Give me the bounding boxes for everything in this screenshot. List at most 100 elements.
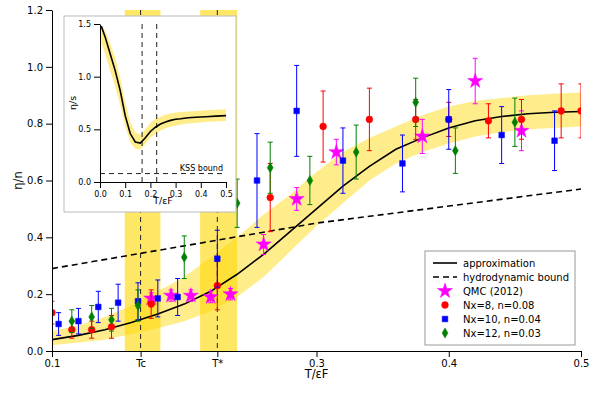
error-bar bbox=[499, 107, 504, 164]
error-bar-cap bbox=[499, 163, 504, 164]
y-tick: 1.2 bbox=[27, 5, 52, 16]
x-tick-label: 0.0 bbox=[94, 190, 107, 199]
error-bar-cap bbox=[552, 170, 557, 171]
vertical-line bbox=[142, 24, 143, 182]
data-point bbox=[267, 163, 273, 173]
error-bar bbox=[215, 230, 220, 287]
data-point bbox=[69, 316, 75, 326]
error-bar bbox=[76, 308, 81, 334]
y-tick: 1.5 bbox=[78, 20, 100, 29]
data-point bbox=[183, 288, 198, 302]
x-tick-mark bbox=[100, 182, 101, 188]
error-bar-cap bbox=[268, 142, 273, 143]
y-axis-line bbox=[52, 11, 53, 352]
error-bar-cap bbox=[215, 287, 220, 288]
error-bar-cap bbox=[116, 321, 121, 322]
legend-item: Nx=8, n=0.08 bbox=[442, 300, 535, 311]
error-bar-cap bbox=[135, 282, 140, 283]
legend-swatch bbox=[442, 328, 448, 338]
error-bar-cap bbox=[413, 139, 418, 140]
error-bar-cap bbox=[367, 88, 372, 89]
data-point bbox=[181, 252, 187, 262]
error-bar-cap bbox=[235, 227, 240, 228]
y-axis: 0.00.51.01.5 bbox=[78, 20, 100, 187]
error-bar-cap bbox=[109, 331, 114, 332]
y-axis-line bbox=[100, 25, 101, 183]
x-tick: 0.4 bbox=[195, 182, 208, 199]
y-axis: 0.00.20.40.60.81.01.2 bbox=[27, 5, 52, 357]
legend-label: Nx=8, n=0.08 bbox=[463, 300, 534, 311]
y-tick-mark bbox=[46, 67, 52, 68]
error-bar-cap bbox=[268, 231, 273, 232]
data-point bbox=[499, 132, 505, 138]
error-bar-cap bbox=[294, 65, 299, 66]
error-bar-cap bbox=[109, 338, 114, 339]
error-bar-cap bbox=[109, 308, 114, 309]
error-bar-cap bbox=[519, 150, 524, 151]
error-bar-cap bbox=[182, 235, 187, 236]
error-bar-cap bbox=[89, 338, 94, 339]
data-point bbox=[320, 123, 327, 130]
y-tick: 0.8 bbox=[27, 118, 52, 129]
series-line bbox=[101, 26, 226, 143]
legend-item: Nx=10, n=0.04 bbox=[442, 314, 541, 325]
error-bar-cap bbox=[473, 58, 478, 59]
data-point bbox=[307, 175, 313, 185]
legend-box bbox=[425, 251, 575, 345]
error-bar-cap bbox=[69, 338, 74, 339]
error-bar bbox=[559, 84, 564, 138]
error-bar bbox=[453, 128, 458, 173]
x-tick-label: 0.1 bbox=[119, 190, 132, 199]
chart-svg: 0.1TcT*0.30.40.50.00.20.40.60.81.01.2T/ε… bbox=[0, 0, 593, 395]
error-bar-cap bbox=[149, 289, 154, 290]
legend: approximationhydrodynamic boundQMC (2012… bbox=[425, 251, 575, 345]
x-tick-mark bbox=[176, 182, 177, 188]
data-point bbox=[552, 138, 558, 144]
data-point bbox=[400, 161, 406, 167]
y-tick-label: 0.6 bbox=[27, 175, 43, 186]
legend-swatch bbox=[437, 283, 452, 297]
y-tick: 1.0 bbox=[78, 73, 100, 82]
y-tick-label: 0.2 bbox=[27, 289, 43, 300]
legend-item: QMC (2012) bbox=[437, 283, 523, 297]
data-point bbox=[89, 312, 95, 322]
data-point bbox=[485, 117, 492, 124]
data-point bbox=[175, 294, 181, 300]
error-bar-cap bbox=[420, 153, 425, 154]
x-tick: T* bbox=[211, 351, 223, 369]
y-tick-label: 0.0 bbox=[78, 178, 91, 187]
legend-swatch bbox=[442, 302, 449, 309]
data-point bbox=[254, 178, 260, 184]
error-bar-cap bbox=[579, 83, 582, 84]
y-tick-label: 1.0 bbox=[27, 62, 43, 73]
data-point bbox=[155, 296, 161, 302]
x-axis-title: T/εF bbox=[304, 367, 329, 381]
y-tick-label: 1.2 bbox=[27, 5, 43, 16]
error-bar-cap bbox=[175, 315, 180, 316]
y-tick-mark bbox=[46, 294, 52, 295]
error-bar-cap bbox=[116, 284, 121, 285]
error-bar bbox=[89, 306, 94, 329]
vertical-line bbox=[156, 24, 157, 182]
data-point bbox=[109, 315, 115, 325]
error-bar-cap bbox=[155, 316, 160, 317]
data-point bbox=[223, 286, 238, 300]
legend-label: approximation bbox=[463, 258, 535, 269]
error-bar-cap bbox=[473, 103, 478, 104]
plot-area bbox=[52, 10, 581, 351]
error-bar bbox=[69, 310, 74, 333]
y-tick: 0.4 bbox=[27, 232, 52, 243]
error-bar-cap bbox=[559, 137, 564, 138]
data-point bbox=[289, 191, 304, 205]
error-bar bbox=[446, 90, 451, 150]
error-bar-cap bbox=[188, 301, 193, 302]
data-point bbox=[452, 146, 458, 156]
error-bar-cap bbox=[512, 98, 517, 99]
error-bar-cap bbox=[340, 127, 345, 128]
error-bar bbox=[96, 291, 101, 322]
error-bar-cap bbox=[486, 103, 491, 104]
data-point bbox=[446, 117, 452, 123]
legend-swatch bbox=[433, 262, 457, 264]
chart-container: 0.1TcT*0.30.40.50.00.20.40.60.81.01.2T/ε… bbox=[0, 0, 593, 395]
error-bar-cap bbox=[135, 289, 140, 290]
